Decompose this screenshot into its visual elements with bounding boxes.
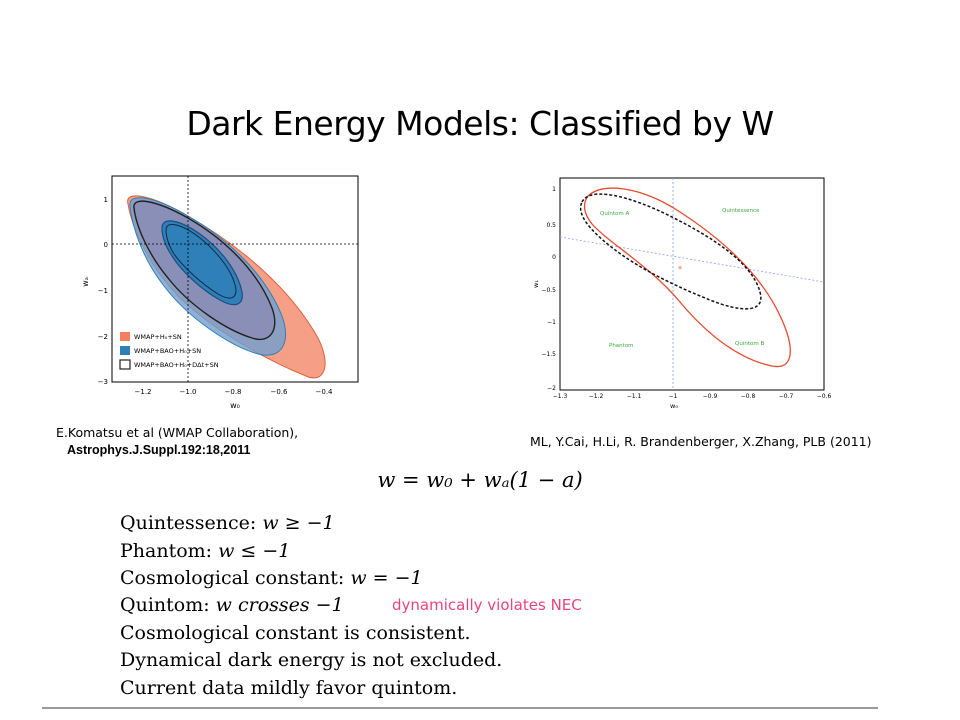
legend-swatch	[120, 346, 130, 355]
x-axis-label: w₀	[670, 402, 678, 410]
region-label: Phantom	[609, 343, 634, 349]
legend-label: WMAP+BAO+H₀+DΔt+SN	[134, 361, 219, 369]
statement-not-excluded: Dynamical dark energy is not excluded.	[120, 649, 503, 671]
legend-label: WMAP+H₀+SN	[134, 333, 182, 341]
x-tick: −0.6	[817, 393, 832, 400]
x-tick: −0.6	[271, 388, 289, 396]
y-tick: −2	[98, 333, 108, 341]
region-label: Quintom A	[600, 211, 629, 217]
x-tick: −1.1	[627, 393, 642, 400]
x-tick: −0.8	[225, 388, 242, 396]
x-tick: −0.9	[703, 393, 718, 400]
statement-label: Cosmological constant:	[120, 567, 345, 589]
plot-frame	[559, 177, 825, 391]
statement-label: Phantom:	[120, 540, 213, 562]
x-tick: −1.2	[135, 388, 152, 396]
x-tick: −0.4	[316, 388, 334, 396]
statement-consistent: Cosmological constant is consistent.	[120, 622, 471, 644]
left-caption-reference: Astrophys.J.Suppl.192:18,2011	[67, 443, 251, 457]
statement-cosmological-constant: Cosmological constant: w = −1	[120, 567, 423, 589]
y-tick: −1.5	[541, 351, 556, 358]
right-caption: ML, Y.Cai, H.Li, R. Brandenberger, X.Zha…	[530, 434, 872, 449]
x-tick: −1.3	[553, 393, 568, 400]
slide-title: Dark Energy Models: Classified by W	[186, 104, 774, 143]
x-tick: −0.8	[741, 393, 756, 400]
y-axis-label: w₁	[532, 280, 540, 288]
x-tick: −1.0	[180, 388, 197, 396]
y-tick: −0.5	[541, 287, 556, 294]
statement-math: w crosses −1	[215, 594, 344, 616]
y-tick: 1	[552, 186, 556, 193]
statement-math: w ≥ −1	[262, 512, 335, 534]
y-tick: 0	[552, 254, 556, 261]
best-fit-marker: *	[678, 264, 683, 276]
nec-note: dynamically violates NEC	[392, 596, 582, 614]
legend: WMAP+H₀+SN WMAP+BAO+H₀+SN WMAP+BAO+H₀+DΔ…	[119, 332, 219, 370]
legend-swatch	[119, 359, 131, 370]
y-tick: 0.5	[546, 222, 556, 229]
ref-line-diagonal	[559, 236, 825, 283]
statement-quintessence: Quintessence: w ≥ −1	[120, 512, 335, 534]
region-label: Quintom B	[735, 341, 764, 347]
quintom-contour-plot: * Quintom A Quintessence Phantom Quintom…	[532, 177, 832, 410]
x-tick: −1.2	[589, 393, 604, 400]
y-tick: −2	[547, 385, 556, 392]
statement-label: Quintom:	[120, 594, 210, 616]
wmap-contour-plot: 1 0 −1 −2 −3 −1.2 −1.0 −0.8 −0.6 −0.4 w₀…	[81, 175, 359, 410]
contour-95-solid	[583, 187, 791, 368]
y-tick: 0	[104, 241, 108, 249]
contour-core-outline	[165, 223, 237, 299]
legend-label: WMAP+BAO+H₀+SN	[134, 347, 201, 355]
statement-quintom: Quintom: w crosses −1	[120, 594, 344, 616]
left-caption-authors: E.Komatsu et al (WMAP Collaboration),	[56, 425, 299, 440]
contour-wmap-bao-h0-sn-68	[161, 220, 243, 306]
region-label: Quintessence	[722, 208, 760, 214]
parameterization-equation: w = w₀ + wₐ(1 − a)	[377, 468, 583, 492]
x-axis-label: w₀	[230, 401, 240, 410]
y-tick: −1	[98, 287, 108, 295]
y-tick: 1	[104, 196, 108, 204]
statement-favor-quintom: Current data mildly favor quintom.	[120, 677, 458, 699]
x-tick: −0.7	[779, 393, 794, 400]
y-tick: −3	[98, 378, 108, 386]
y-axis-label: wₐ	[81, 277, 90, 287]
statement-label: Quintessence:	[120, 512, 257, 534]
y-tick: −1	[547, 319, 556, 326]
legend-swatch	[120, 332, 130, 341]
x-tick: −1	[669, 393, 678, 400]
statement-math: w = −1	[350, 567, 423, 589]
bottom-divider	[42, 707, 878, 709]
statement-phantom: Phantom: w ≤ −1	[120, 540, 290, 562]
statement-math: w ≤ −1	[218, 540, 291, 562]
